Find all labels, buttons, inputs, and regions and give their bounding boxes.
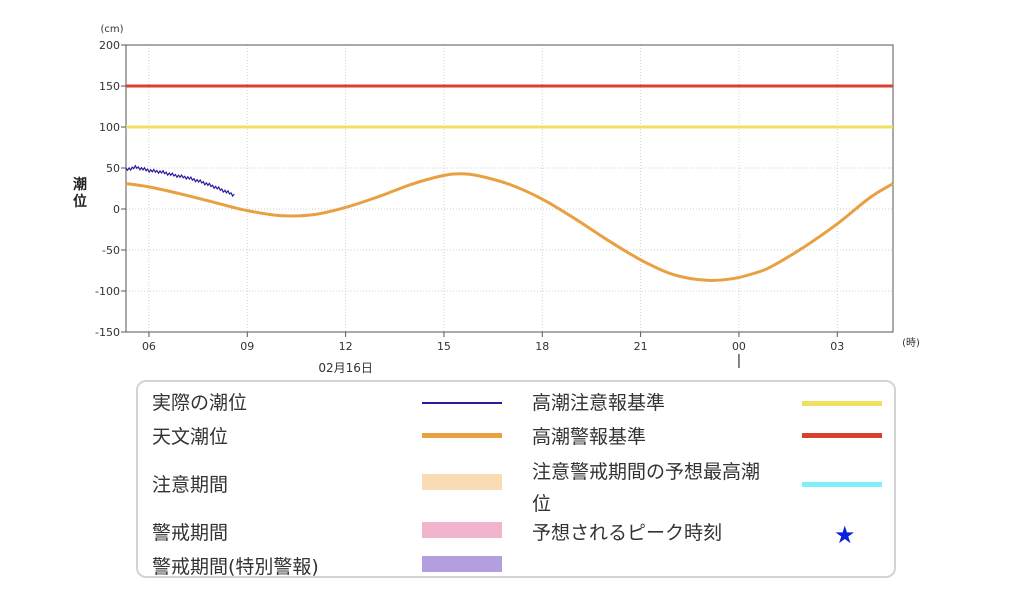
legend-label: 予想されるピーク時刻 xyxy=(532,522,723,544)
y-tick-label: 200 xyxy=(99,39,120,52)
legend-line-swatch xyxy=(422,433,502,438)
series-line xyxy=(125,164,235,198)
y-unit-label: (cm) xyxy=(100,24,123,35)
legend: 実際の潮位天文潮位注意期間警戒期間警戒期間(特別警報) 高潮注意報基準 高潮警報基準… xyxy=(136,380,896,578)
legend-band-swatch xyxy=(422,556,502,572)
y-tick-label: 0 xyxy=(113,203,120,216)
legend-label: 注意警戒期間の予想最高潮 位 xyxy=(532,461,761,515)
legend-label: 警戒期間 xyxy=(152,522,229,544)
legend-label: 高潮注意報基準 xyxy=(532,392,666,414)
legend-label: 注意期間 xyxy=(152,474,229,496)
x-tick-label: 03 xyxy=(830,340,844,353)
y-tick-label: -100 xyxy=(95,285,120,298)
legend-label: 高潮警報基準 xyxy=(532,426,647,448)
y-tick-label: -150 xyxy=(95,326,120,339)
x-tick-label: 06 xyxy=(142,340,156,353)
legend-band-swatch xyxy=(422,522,502,538)
x-tick-label: 18 xyxy=(535,340,549,353)
x-tick-label: 21 xyxy=(634,340,648,353)
legend-star-icon: ★ xyxy=(834,521,856,549)
legend-label: 天文潮位 xyxy=(152,426,229,448)
y-tick-label: 100 xyxy=(99,121,120,134)
date-label: 02月16日 xyxy=(318,361,373,375)
legend-line-swatch xyxy=(802,401,882,406)
legend-band-swatch xyxy=(422,474,502,490)
x-tick-label: 09 xyxy=(240,340,254,353)
y-axis-label: 潮 xyxy=(73,176,87,193)
plot-frame xyxy=(125,44,894,333)
legend-line-swatch xyxy=(802,482,882,487)
y-tick-label: 50 xyxy=(106,162,120,175)
legend-line-swatch xyxy=(422,402,502,404)
legend-label: 警戒期間(特別警報) xyxy=(152,556,319,578)
y-tick-label: -50 xyxy=(102,244,120,257)
y-axis-label: 位 xyxy=(73,193,87,210)
x-tick-label: 12 xyxy=(339,340,353,353)
x-tick-label: 00 xyxy=(732,340,746,353)
x-unit-label: (時) xyxy=(902,337,920,349)
series-line xyxy=(125,172,894,283)
legend-line-swatch xyxy=(802,433,882,438)
legend-label: 実際の潮位 xyxy=(152,392,248,414)
x-tick-label: 15 xyxy=(437,340,451,353)
y-tick-label: 150 xyxy=(99,80,120,93)
tide-chart: -150 -100 -50 0 50 100 150 200 06 09 12 15 18 21 00 03 (… xyxy=(73,24,920,375)
